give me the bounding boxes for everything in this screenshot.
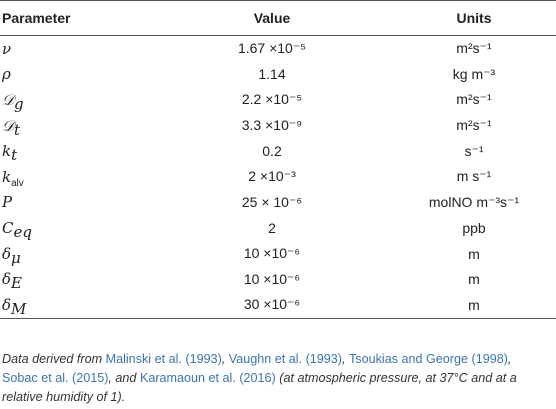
parameter-symbol-delta-m: δM [2,295,27,318]
table-row: 𝒟t 3.3 ×10⁻⁹ m²s⁻¹ [0,113,556,139]
unit-cell: s⁻¹ [464,142,484,159]
table-row: δM 30 ×10⁻⁶ m [0,292,556,319]
header-value: Value [253,10,291,26]
parameter-table: Parameter Value Units ν 1.67 ×10⁻⁵ m²s⁻¹… [0,0,556,319]
unit-cell: m [468,245,480,262]
table-row: ν 1.67 ×10⁻⁵ m²s⁻¹ [0,36,556,62]
unit-cell: m [468,296,480,313]
value-cell: 2.2 ×10⁻⁵ [241,91,303,108]
reference-link-tsoukias[interactable]: Tsoukias and George (1998) [349,352,508,366]
parameter-symbol-kalv: kalv [2,167,24,189]
value-cell: 1.14 [258,66,286,83]
parameter-symbol-dt: 𝒟t [2,116,21,139]
footnote-separator: , [221,352,229,366]
value-cell: 1.67 ×10⁻⁵ [237,40,307,57]
parameter-symbol-delta-e: δE [2,270,22,292]
unit-cell: molNO m⁻³s⁻¹ [428,193,520,210]
parameter-symbol-delta-mu: δμ [2,244,21,267]
header-units: Units [456,10,492,26]
unit-cell: m [468,271,480,288]
unit-cell: ppb [462,219,486,236]
reference-link-sobac[interactable]: Sobac et al. (2015) [2,371,109,385]
reference-link-vaughn[interactable]: Vaughn et al. (1993) [228,352,342,366]
unit-cell: kg m⁻³ [452,65,496,82]
unit-cell: m²s⁻¹ [456,117,492,134]
unit-cell: m²s⁻¹ [456,40,492,57]
parameter-symbol-p: P [2,193,13,212]
value-cell: 10 ×10⁻⁶ [243,270,301,287]
table-row: δμ 10 ×10⁻⁶ m [0,241,556,267]
value-cell: 3.3 ×10⁻⁹ [241,117,303,134]
footnote-suffix: (at atmospheric pressure, at 37°C and at… [2,371,517,404]
footnote-separator: , and [108,371,140,385]
footnote-separator: , [507,352,512,366]
parameter-symbol-ceq: Ceq [2,218,32,241]
header-parameter: Parameter [2,10,71,26]
parameter-symbol-nu: ν [2,39,12,58]
parameter-symbol-kt: kt [2,142,18,164]
table-row: kt 0.2 s⁻¹ [0,138,556,164]
value-cell: 0.2 [262,143,282,160]
table-footnote: Data derived from Malinski et al. (1993)… [2,350,554,407]
table-row: kalv 2 ×10⁻³ m s⁻¹ [0,164,556,190]
table-row: P 25 × 10⁻⁶ molNO m⁻³s⁻¹ [0,190,556,216]
value-cell: 30 ×10⁻⁶ [243,296,301,313]
table-row: δE 10 ×10⁻⁶ m [0,266,556,292]
value-cell: 2 ×10⁻³ [248,168,296,185]
table-row: Ceq 2 ppb [0,215,556,241]
parameter-symbol-rho: ρ [2,65,11,84]
table-row: 𝒟g 2.2 ×10⁻⁵ m²s⁻¹ [0,87,556,113]
value-cell: 10 ×10⁻⁶ [243,245,301,262]
table-row: ρ 1.14 kg m⁻³ [0,62,556,88]
reference-link-malinski[interactable]: Malinski et al. (1993) [105,352,222,366]
table-header-row: Parameter Value Units [0,0,556,36]
footnote-separator: , [342,352,349,366]
reference-link-karamaoun[interactable]: Karamaoun et al. (2016) [139,371,276,385]
unit-cell: m s⁻¹ [456,168,492,185]
unit-cell: m²s⁻¹ [456,91,492,108]
parameter-symbol-dg: 𝒟g [2,90,24,113]
footnote-prefix: Data derived from [2,352,106,366]
value-cell: 2 [268,219,276,236]
value-cell: 25 × 10⁻⁶ [241,193,303,210]
